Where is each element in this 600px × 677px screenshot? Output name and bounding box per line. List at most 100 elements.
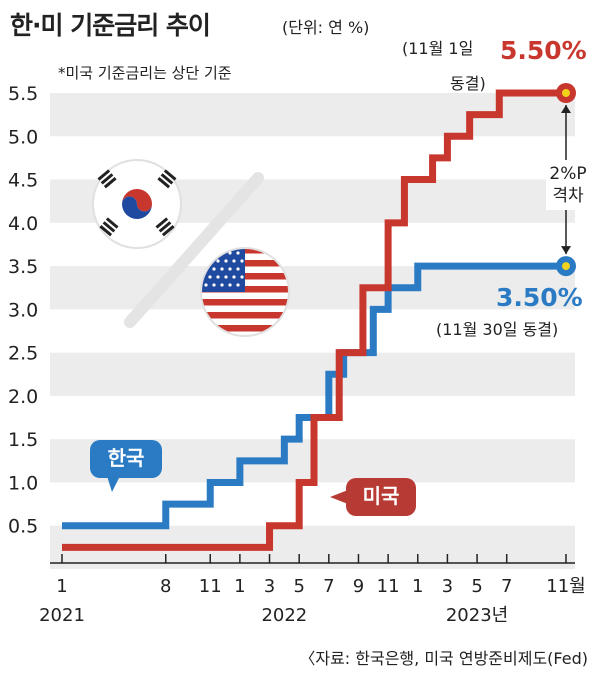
usa-star	[236, 283, 240, 287]
y-tick-label: 4.5	[8, 170, 38, 192]
x-tick-label: 3	[442, 576, 453, 597]
trigram-bar	[163, 169, 177, 181]
usa-star	[220, 267, 224, 271]
x-tick-label: 7	[323, 576, 334, 597]
us-status-label: 동결)	[450, 74, 486, 93]
flags	[92, 159, 290, 337]
usa-flag-rim	[200, 247, 290, 337]
us-end-dot	[562, 89, 570, 97]
trigram-bar	[102, 221, 116, 233]
usa-star	[236, 267, 240, 271]
usa-stripe	[201, 299, 289, 306]
us-date-label: (11월 1일	[402, 39, 474, 58]
source-label: 〈자료: 한국은행, 미국 연방준비제도(Fed)	[299, 649, 588, 668]
y-axis-ticks: 0.5 1.0 1.5 2.0 2.5 3.0 3.5 4.0 4.5 5.0 5.5	[8, 83, 38, 538]
y-tick-label: 2.5	[8, 343, 38, 365]
gap-label: 2%P 격차	[546, 163, 590, 207]
usa-star	[220, 283, 224, 287]
usa-star	[212, 267, 216, 271]
gap-text: 격차	[552, 186, 584, 206]
usa-star	[204, 283, 208, 287]
us-series-tag: 미국	[346, 478, 416, 516]
kr-value-label: 3.50%	[496, 283, 583, 312]
usa-star	[212, 283, 216, 287]
x-tick-label: 1	[56, 576, 67, 597]
kr-date-label: (11월 30일 동결)	[436, 320, 559, 339]
gap-arrow-head-top	[561, 105, 571, 113]
usa-star	[232, 259, 236, 263]
usa-star	[232, 275, 236, 279]
usa-star	[228, 283, 232, 287]
x-tick-label: 7	[501, 576, 512, 597]
trigram-bar	[100, 173, 114, 185]
x-tick-label: 5	[293, 576, 304, 597]
usa-star	[240, 259, 244, 263]
y-tick-label: 3.5	[8, 256, 38, 278]
usa-star	[236, 251, 240, 255]
year-label: 2022	[261, 605, 307, 626]
y-tick-label: 3.0	[8, 299, 38, 321]
series-lines	[62, 89, 566, 551]
taeguk-red	[122, 189, 152, 212]
series-line-usa	[62, 89, 566, 551]
unit-label: (단위: 연 %)	[282, 18, 370, 37]
note-label: *미국 기준금리는 상단 기준	[58, 64, 232, 82]
gap-arrow-head-bottom	[561, 246, 571, 255]
kr-tag-pointer	[107, 476, 120, 492]
usa-flag	[200, 247, 290, 337]
y-tick-label: 1.0	[8, 472, 38, 494]
usa-star	[204, 251, 208, 255]
x-tick-label: 5	[471, 576, 482, 597]
flag-divider	[124, 172, 264, 328]
trigram-bar	[105, 217, 119, 229]
trigram-bar	[97, 169, 111, 181]
x-tick-label: 8	[160, 576, 171, 597]
usa-star	[240, 275, 244, 279]
y-tick-label: 5.5	[8, 83, 38, 105]
background-band	[50, 352, 575, 396]
taeguk-blue	[122, 196, 152, 219]
usa-star	[228, 267, 232, 271]
trigram-bar	[157, 177, 171, 189]
korea-flag	[92, 159, 182, 249]
usa-stripe	[201, 325, 289, 332]
gap-value: 2%P	[549, 164, 587, 184]
year-label: 2021	[39, 605, 85, 626]
usa-stripe	[201, 312, 289, 319]
usa-star	[208, 259, 212, 263]
us-tag-pointer	[330, 490, 348, 504]
y-tick-label: 2.0	[8, 386, 38, 408]
kr-end-dot	[562, 262, 570, 271]
trigram-bar	[99, 225, 113, 237]
usa-flag-body	[201, 248, 289, 336]
trigram-bar	[158, 221, 172, 233]
x-tick-label: 1	[234, 576, 245, 597]
y-tick-label: 1.5	[8, 429, 38, 451]
end-markers	[546, 83, 590, 277]
x-tick-label: 11월	[546, 576, 585, 597]
kr-series-tag: 한국	[90, 440, 162, 478]
us-value-label: 5.50%	[500, 36, 587, 65]
x-tick-label: 9	[353, 576, 364, 597]
background-band	[50, 266, 575, 310]
usa-star	[228, 251, 232, 255]
divider-slash	[124, 172, 264, 328]
year-label: 2023년	[446, 605, 508, 626]
usa-star	[216, 275, 220, 279]
usa-star	[212, 251, 216, 255]
x-tick-label: 3	[264, 576, 275, 597]
y-tick-label: 4.0	[8, 213, 38, 235]
gap-label-bg	[546, 160, 590, 210]
trigram-bar	[103, 177, 117, 189]
x-tick-label: 11	[199, 576, 222, 597]
trigram-bar	[160, 173, 174, 185]
usa-star	[208, 275, 212, 279]
usa-star	[224, 259, 228, 263]
trigram-bar	[161, 225, 175, 237]
x-tick-label: 11	[377, 576, 400, 597]
usa-star	[224, 275, 228, 279]
usa-star	[216, 259, 220, 263]
x-tick-label: 1	[412, 576, 423, 597]
